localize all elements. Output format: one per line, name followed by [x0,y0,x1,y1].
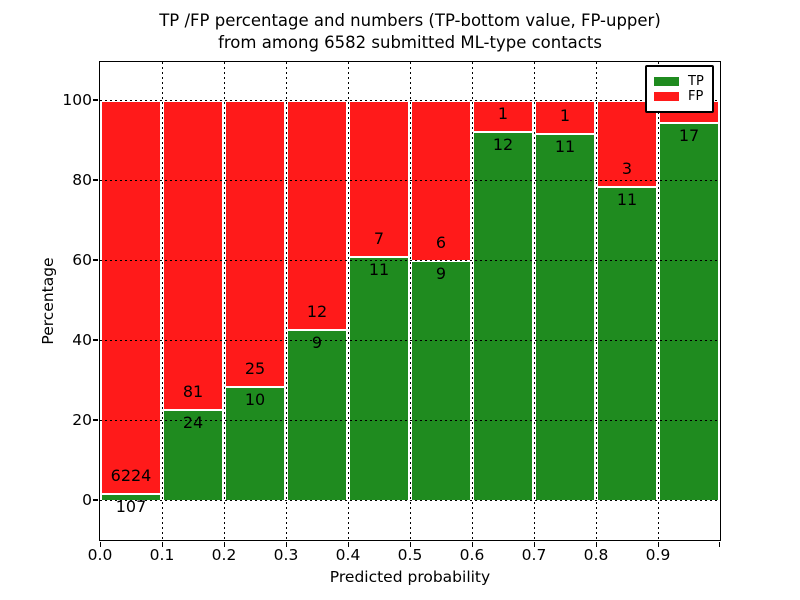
x-axis-tick [657,541,659,547]
y-tick-label: 20 [72,411,92,429]
bar-segment-fp [164,100,222,409]
fp-legend-swatch-icon [654,92,679,101]
x-tick-label: 0.6 [459,546,485,564]
fp-count-label: 7 [373,228,385,248]
x-axis-tick [409,541,411,547]
bar-segment-tp [660,122,718,500]
legend-label-tp: TP [688,74,704,89]
y-axis-tick [93,259,98,261]
legend-label-fp: FP [688,89,704,104]
y-tick-label: 80 [72,171,92,189]
x-axis-tick [99,541,101,547]
chart-title: TP /FP percentage and numbers (TP-bottom… [100,10,720,54]
bar-segment-tp [412,260,470,500]
bar-segment-tp [164,408,222,500]
tp-count-label: 11 [616,189,638,209]
x-tick-label: 0.5 [397,546,423,564]
fp-count-label: 1 [559,106,571,126]
legend-entry-fp: FP [654,90,704,103]
bar-segment-tp [102,493,160,500]
fp-count-label: 81 [182,381,204,401]
tp-count-label: 107 [115,497,147,517]
bar-segment-fp [536,100,594,134]
gridline-vertical [471,62,473,540]
bar-segment-tp [288,328,346,500]
y-axis-tick [93,179,98,181]
x-axis-tick [595,541,597,547]
tp-count-label: 10 [244,389,266,409]
y-axis-tick [93,499,98,501]
x-tick-label: 0.7 [521,546,547,564]
bar-segment-fp [102,100,160,494]
x-tick-label: 0.2 [211,546,237,564]
x-axis-label: Predicted probability [329,568,491,586]
legend-entry-tp: TP [654,75,704,88]
bar-segment-fp [350,100,408,256]
bar-segment-tp [536,133,594,500]
gridline-vertical [347,62,349,540]
x-axis-tick [161,541,163,547]
gridline-vertical [657,62,659,540]
tp-count-label: 11 [554,137,576,157]
tp-count-label: 24 [182,412,204,432]
fp-count-label: 25 [244,358,266,378]
tp-count-label: 9 [311,332,323,352]
x-tick-label: 0.1 [149,546,175,564]
gridline-vertical [595,62,597,540]
x-axis-tick [533,541,535,547]
y-tick-label: 60 [72,251,92,269]
bar-segment-fp [474,100,532,131]
x-tick-label: 0.0 [87,546,113,564]
fp-count-label: 1 [497,103,509,123]
tp-count-label: 17 [678,126,700,146]
x-axis-tick [285,541,287,547]
tp-count-label: 11 [368,259,390,279]
x-tick-label: 0.3 [273,546,299,564]
x-tick-label: 0.4 [335,546,361,564]
y-tick-label: 40 [72,331,92,349]
gridline-vertical [223,62,225,540]
gridline-vertical [161,62,163,540]
x-axis-tick [223,541,225,547]
gridline-vertical [533,62,535,540]
x-axis-tick [718,541,720,547]
bar-segment-fp [226,100,284,386]
y-tick-label: 0 [82,491,92,509]
bar-segment-tp [474,130,532,500]
y-axis-tick [93,419,98,421]
bar-segment-tp [598,185,656,500]
y-tick-label: 100 [62,91,92,109]
bar-segment-fp [598,100,656,186]
bar-segment-tp [350,255,408,500]
tp-count-label: 12 [492,134,514,154]
fp-count-label: 12 [306,301,328,321]
x-tick-label: 0.8 [583,546,609,564]
bar-segment-fp [288,100,346,329]
plot-area: TP FP 6224107812425101297116911211131111… [99,61,721,541]
chart-title-line-1: TP /FP percentage and numbers (TP-bottom… [159,11,661,30]
fp-count-label: 6224 [110,466,152,486]
legend: TP FP [645,65,714,113]
x-tick-label: 0.9 [645,546,671,564]
x-axis-tick [347,541,349,547]
fp-count-label: 6 [435,233,447,252]
tp-count-label: 9 [435,264,447,283]
fp-count-label: 3 [621,158,633,178]
tp-legend-swatch-icon [654,77,679,86]
x-axis-tick [471,541,473,547]
gridline-vertical [409,62,411,540]
chart-title-line-2: from among 6582 submitted ML-type contac… [218,33,602,52]
bar-segment-tp [226,385,284,500]
y-axis-tick [93,99,98,101]
y-axis-tick [93,339,98,341]
gridline-vertical [285,62,287,540]
